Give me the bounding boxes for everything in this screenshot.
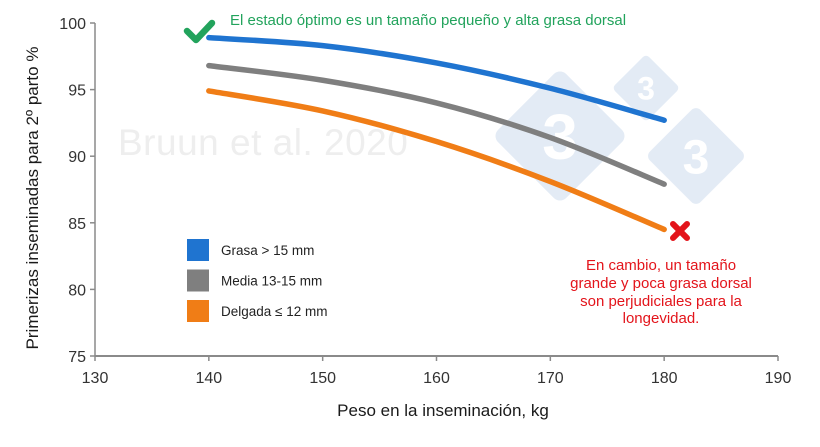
legend-item: Media 13-15 mm xyxy=(187,269,322,292)
x-tick-label: 170 xyxy=(537,370,564,387)
logo-diamond: 3 xyxy=(613,55,679,121)
logo-digit: 3 xyxy=(637,71,655,107)
x-tick-label: 190 xyxy=(765,370,792,387)
legend-item: Delgada ≤ 12 mm xyxy=(187,300,327,322)
legend: Grasa > 15 mm Media 13-15 mm Delgada ≤ 12 … xyxy=(187,239,327,322)
annotation-detrimental-line-2: grande y poca grasa dorsal xyxy=(570,275,752,292)
y-tick-label: 80 xyxy=(68,282,86,299)
source-watermark: Bruun et al. 2020 xyxy=(118,122,408,163)
series-lines xyxy=(206,34,667,233)
logo-digit: 3 xyxy=(683,131,710,184)
x-tick-label: 180 xyxy=(651,370,678,387)
legend-swatch xyxy=(187,300,209,322)
check-mark-icon xyxy=(183,19,216,44)
legend-label: Media 13-15 mm xyxy=(221,274,322,289)
y-axis-title: Primerizas inseminadas para 2º parto % xyxy=(23,47,42,350)
legend-swatch xyxy=(187,269,209,292)
series-line-3 xyxy=(206,88,667,233)
y-tick-label: 100 xyxy=(59,16,86,33)
legend-item: Grasa > 15 mm xyxy=(187,239,314,261)
x-tick-label: 140 xyxy=(195,370,222,387)
logo-333-watermark: 333 xyxy=(495,55,744,204)
legend-label: Grasa > 15 mm xyxy=(221,243,314,258)
y-tick-label: 90 xyxy=(68,149,86,166)
series-line-2 xyxy=(206,62,667,187)
logo-diamond: 3 xyxy=(648,108,744,204)
annotation-detrimental-line-1: En cambio, un tamaño xyxy=(586,257,736,274)
axes: 75 80 85 90 95 100 130 140 150 160 170 180 190 xyxy=(59,16,791,387)
x-tick-label: 160 xyxy=(423,370,450,387)
y-tick-label: 75 xyxy=(68,349,86,366)
cross-mark-icon xyxy=(670,221,690,241)
x-tick-label: 150 xyxy=(309,370,336,387)
annotation-optimal: El estado óptimo es un tamaño pequeño y … xyxy=(183,12,626,44)
annotation-detrimental-line-4: longevidad. xyxy=(623,310,700,327)
annotation-detrimental-line-3: son perjudiciales para la xyxy=(580,293,742,310)
y-tick-label: 85 xyxy=(68,216,86,233)
x-axis-title: Peso en la inseminación, kg xyxy=(337,401,549,420)
annotation-detrimental: En cambio, un tamaño grande y poca grasa… xyxy=(570,221,752,327)
legend-label: Delgada ≤ 12 mm xyxy=(221,304,327,319)
x-tick-label: 130 xyxy=(82,370,109,387)
series-line-1 xyxy=(206,34,667,123)
y-tick-label: 95 xyxy=(68,83,86,100)
legend-swatch xyxy=(187,239,209,261)
annotation-optimal-text: El estado óptimo es un tamaño pequeño y … xyxy=(230,12,626,29)
